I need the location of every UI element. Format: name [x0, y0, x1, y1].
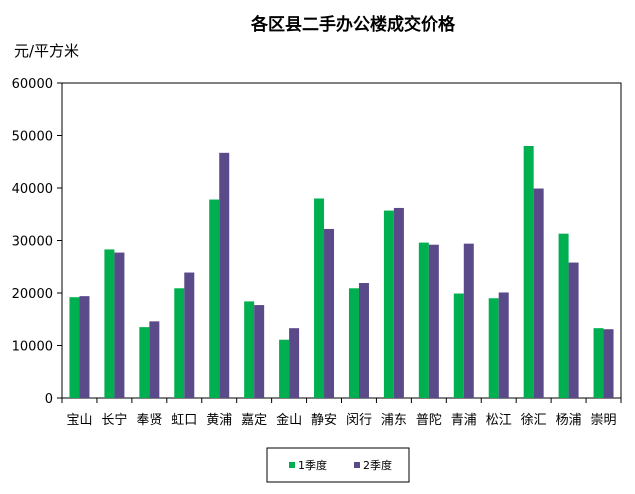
y-tick-label: 50000	[12, 130, 53, 145]
bar-黄浦-2季度	[219, 152, 230, 398]
x-tick-label: 黄浦	[206, 413, 232, 428]
y-tick-label: 60000	[12, 77, 53, 92]
x-tick-label: 长宁	[101, 412, 127, 428]
legend-swatch	[289, 462, 295, 468]
bar-金山-1季度	[279, 339, 290, 398]
bar-虹口-1季度	[174, 288, 185, 398]
bar-普陀-2季度	[428, 244, 439, 398]
bar-嘉定-2季度	[254, 305, 265, 398]
bar-崇明-2季度	[603, 329, 614, 398]
bar-闵行-1季度	[348, 288, 359, 398]
x-tick-label: 徐汇	[521, 413, 547, 428]
bar-静安-2季度	[324, 228, 335, 398]
bar-青浦-1季度	[453, 293, 464, 398]
bar-松江-1季度	[488, 298, 499, 398]
y-tick-label: 10000	[12, 340, 53, 355]
bar-嘉定-1季度	[244, 301, 255, 398]
chart-title: 各区县二手办公楼成交价格	[250, 14, 456, 35]
bar-徐汇-1季度	[523, 146, 534, 398]
bar-浦东-1季度	[383, 210, 394, 398]
x-tick-label: 青浦	[451, 413, 477, 428]
bar-长宁-2季度	[114, 252, 125, 398]
bar-黄浦-1季度	[209, 199, 220, 398]
legend-swatch	[354, 462, 360, 468]
bar-奉贤-2季度	[149, 321, 160, 398]
bar-奉贤-1季度	[139, 327, 150, 398]
x-tick-label: 松江	[486, 413, 512, 428]
bar-普陀-1季度	[418, 242, 429, 398]
x-tick-label: 普陀	[416, 412, 442, 428]
y-tick-label: 20000	[12, 287, 53, 302]
y-tick-label: 30000	[12, 235, 53, 250]
bar-长宁-1季度	[104, 249, 115, 398]
y-tick-label: 40000	[12, 182, 53, 197]
x-tick-label: 奉贤	[136, 413, 162, 428]
bar-宝山-2季度	[79, 296, 90, 398]
bar-浦东-2季度	[393, 207, 404, 398]
bar-虹口-2季度	[184, 272, 195, 398]
x-tick-label: 闵行	[346, 413, 372, 428]
bar-松江-2季度	[498, 292, 509, 398]
bar-金山-2季度	[289, 328, 300, 398]
legend: 1季度 2季度	[266, 447, 410, 483]
bar-青浦-2季度	[463, 243, 474, 398]
x-tick-label: 浦东	[381, 413, 407, 428]
x-tick-label: 嘉定	[241, 413, 267, 428]
plot-area: 0 10000 20000 30000 40000 50000 60000 宝山 长宁 奉贤 虹口黄…	[12, 77, 622, 428]
x-tick-label: 静安	[311, 413, 337, 428]
bar-徐汇-2季度	[533, 188, 544, 398]
bar-崇明-1季度	[593, 328, 604, 398]
legend-item-label: 1季度	[298, 458, 327, 472]
bar-闵行-2季度	[358, 283, 369, 398]
legend-item-label: 2季度	[363, 458, 392, 472]
bar-杨浦-2季度	[568, 262, 579, 398]
x-tick-label: 崇明	[591, 413, 617, 428]
bar-静安-1季度	[314, 198, 325, 398]
x-tick-label: 杨浦	[556, 413, 582, 428]
x-tick-label: 虹口	[171, 413, 197, 428]
y-tick-label: 0	[45, 392, 53, 407]
x-tick-label: 金山	[276, 412, 302, 428]
y-axis-unit-label: 元/平方米	[14, 42, 79, 60]
bar-宝山-1季度	[69, 297, 80, 398]
x-tick-label: 宝山	[66, 413, 92, 428]
bar-杨浦-1季度	[558, 233, 569, 398]
